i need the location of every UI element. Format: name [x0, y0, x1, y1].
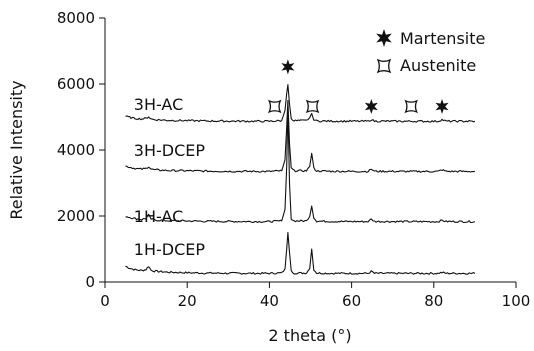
- y-axis-title: Relative Intensity: [7, 80, 26, 219]
- y-tick-label: 4000: [57, 141, 95, 159]
- x-tick-label: 40: [260, 292, 279, 310]
- austenite-square-icon: [404, 99, 418, 114]
- series-label: 1H-AC: [134, 207, 183, 226]
- y-tick-label: 2000: [57, 207, 95, 225]
- legend-austenite-square-icon: [376, 58, 392, 74]
- x-axis-title: 2 theta (°): [268, 326, 351, 345]
- series-line-1h-dcep: [125, 231, 476, 275]
- legend-martensite-star-icon: [376, 29, 392, 47]
- y-tick-label: 8000: [57, 9, 95, 27]
- y-tick-label: 6000: [57, 75, 95, 93]
- series-labels: 1H-DCEP 1H-AC 3H-DCEP 3H-AC: [134, 95, 206, 259]
- x-axis-ticks: 0 20 40 60 80 100: [100, 282, 530, 310]
- martensite-star-icon: [364, 98, 378, 114]
- austenite-square-icon: [267, 99, 282, 114]
- series-traces: [125, 84, 476, 275]
- x-tick-label: 0: [100, 292, 110, 310]
- series-line-1h-ac: [125, 106, 476, 224]
- series-label: 3H-DCEP: [134, 141, 206, 160]
- series-label: 3H-AC: [134, 95, 183, 114]
- series-line-3h-ac: [125, 84, 476, 123]
- x-tick-label: 20: [178, 292, 197, 310]
- y-tick-label: 0: [85, 273, 95, 291]
- y-axis-ticks: 0 2000 4000 6000 8000: [57, 9, 105, 291]
- austenite-square-icon: [305, 99, 320, 114]
- legend-martensite-label: Martensite: [400, 29, 485, 48]
- martensite-star-icon: [281, 59, 295, 75]
- legend: Martensite Austenite: [376, 29, 485, 75]
- peak-markers: [267, 59, 449, 114]
- x-tick-label: 100: [502, 292, 531, 310]
- x-tick-label: 80: [424, 292, 443, 310]
- series-label: 1H-DCEP: [134, 240, 206, 259]
- martensite-star-icon: [435, 98, 449, 114]
- series-line-3h-dcep: [125, 99, 475, 173]
- x-tick-label: 60: [342, 292, 361, 310]
- legend-austenite-label: Austenite: [400, 56, 476, 75]
